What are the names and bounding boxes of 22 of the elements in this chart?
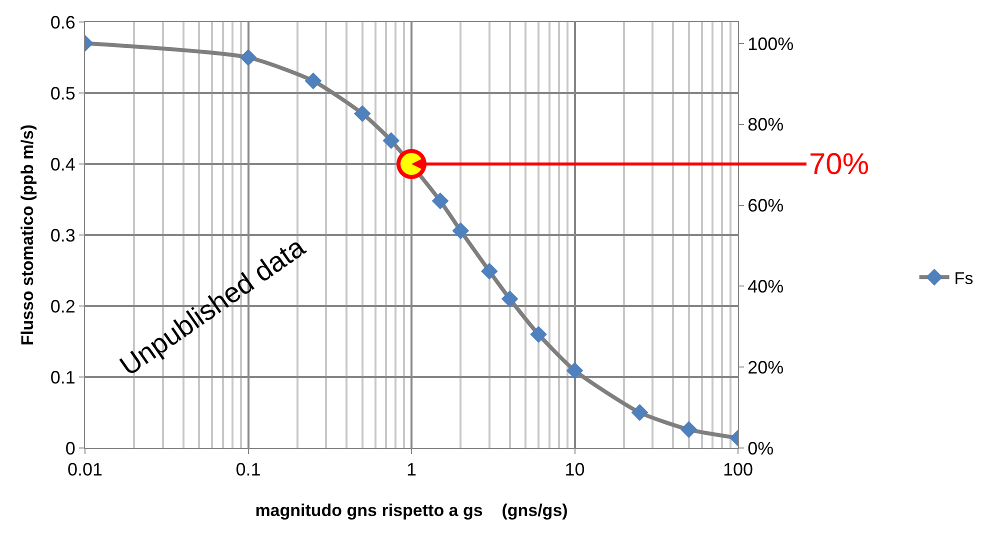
x-tick-label: 10 [564, 460, 585, 480]
y-tick-label: 0.5 [50, 83, 76, 104]
x-tick-label: 1 [406, 460, 417, 480]
x-tick-label: 100 [722, 460, 754, 480]
y2-tick-label: 0% [748, 438, 774, 458]
y-axis-title: Flusso stomatico (ppb m/s) [18, 124, 37, 346]
y-tick-label: 0.3 [50, 225, 76, 246]
y2-tick-label: 100% [748, 34, 794, 54]
annotation: 70% [809, 148, 870, 181]
x-tick-label: 0.01 [67, 460, 103, 480]
y2-tick-label: 40% [748, 276, 784, 296]
y-tick-label: 0.6 [50, 12, 76, 32]
y-tick-label: 0.4 [50, 154, 76, 174]
x-tick-label: 0.1 [236, 460, 261, 480]
y2-tick-label: 60% [748, 196, 784, 216]
y-tick-label: 0 [65, 438, 76, 458]
y-tick-label: 0.2 [50, 296, 76, 316]
y2-tick-label: 20% [748, 357, 784, 378]
y2-tick-label: 80% [748, 114, 784, 135]
legend-label: Fs [954, 268, 974, 288]
y-tick-label: 0.1 [50, 367, 76, 388]
x-axis-title: magnitudo gns rispetto a gs (gns/gs) [255, 501, 568, 520]
